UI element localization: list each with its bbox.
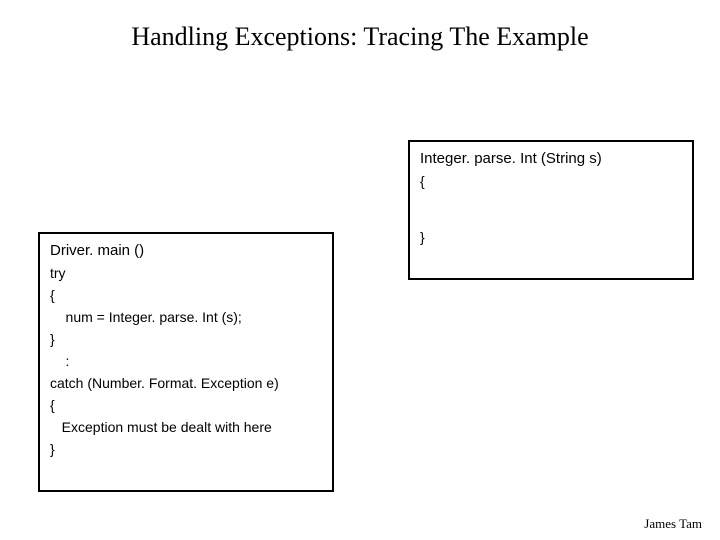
code-line: } — [50, 331, 322, 347]
code-line: catch (Number. Format. Exception e) — [50, 375, 322, 391]
code-line: try — [50, 265, 322, 281]
parseint-box: Integer. parse. Int (String s) { } — [408, 140, 694, 280]
code-line: { — [50, 287, 322, 303]
exception-dealt-line: Exception must be dealt with here — [50, 419, 322, 435]
code-line: { — [420, 173, 682, 189]
code-line: : — [50, 353, 322, 369]
code-line: num = Integer. parse. Int (s); — [50, 309, 322, 325]
driver-main-header: Driver. main () — [50, 242, 322, 259]
author-footer: James Tam — [644, 516, 702, 532]
code-line: } — [420, 229, 682, 245]
driver-main-box: Driver. main () try { num = Integer. par… — [38, 232, 334, 492]
parseint-header: Integer. parse. Int (String s) — [420, 150, 682, 167]
code-line: } — [50, 441, 322, 457]
code-line: { — [50, 397, 322, 413]
slide-title: Handling Exceptions: Tracing The Example — [0, 22, 720, 52]
